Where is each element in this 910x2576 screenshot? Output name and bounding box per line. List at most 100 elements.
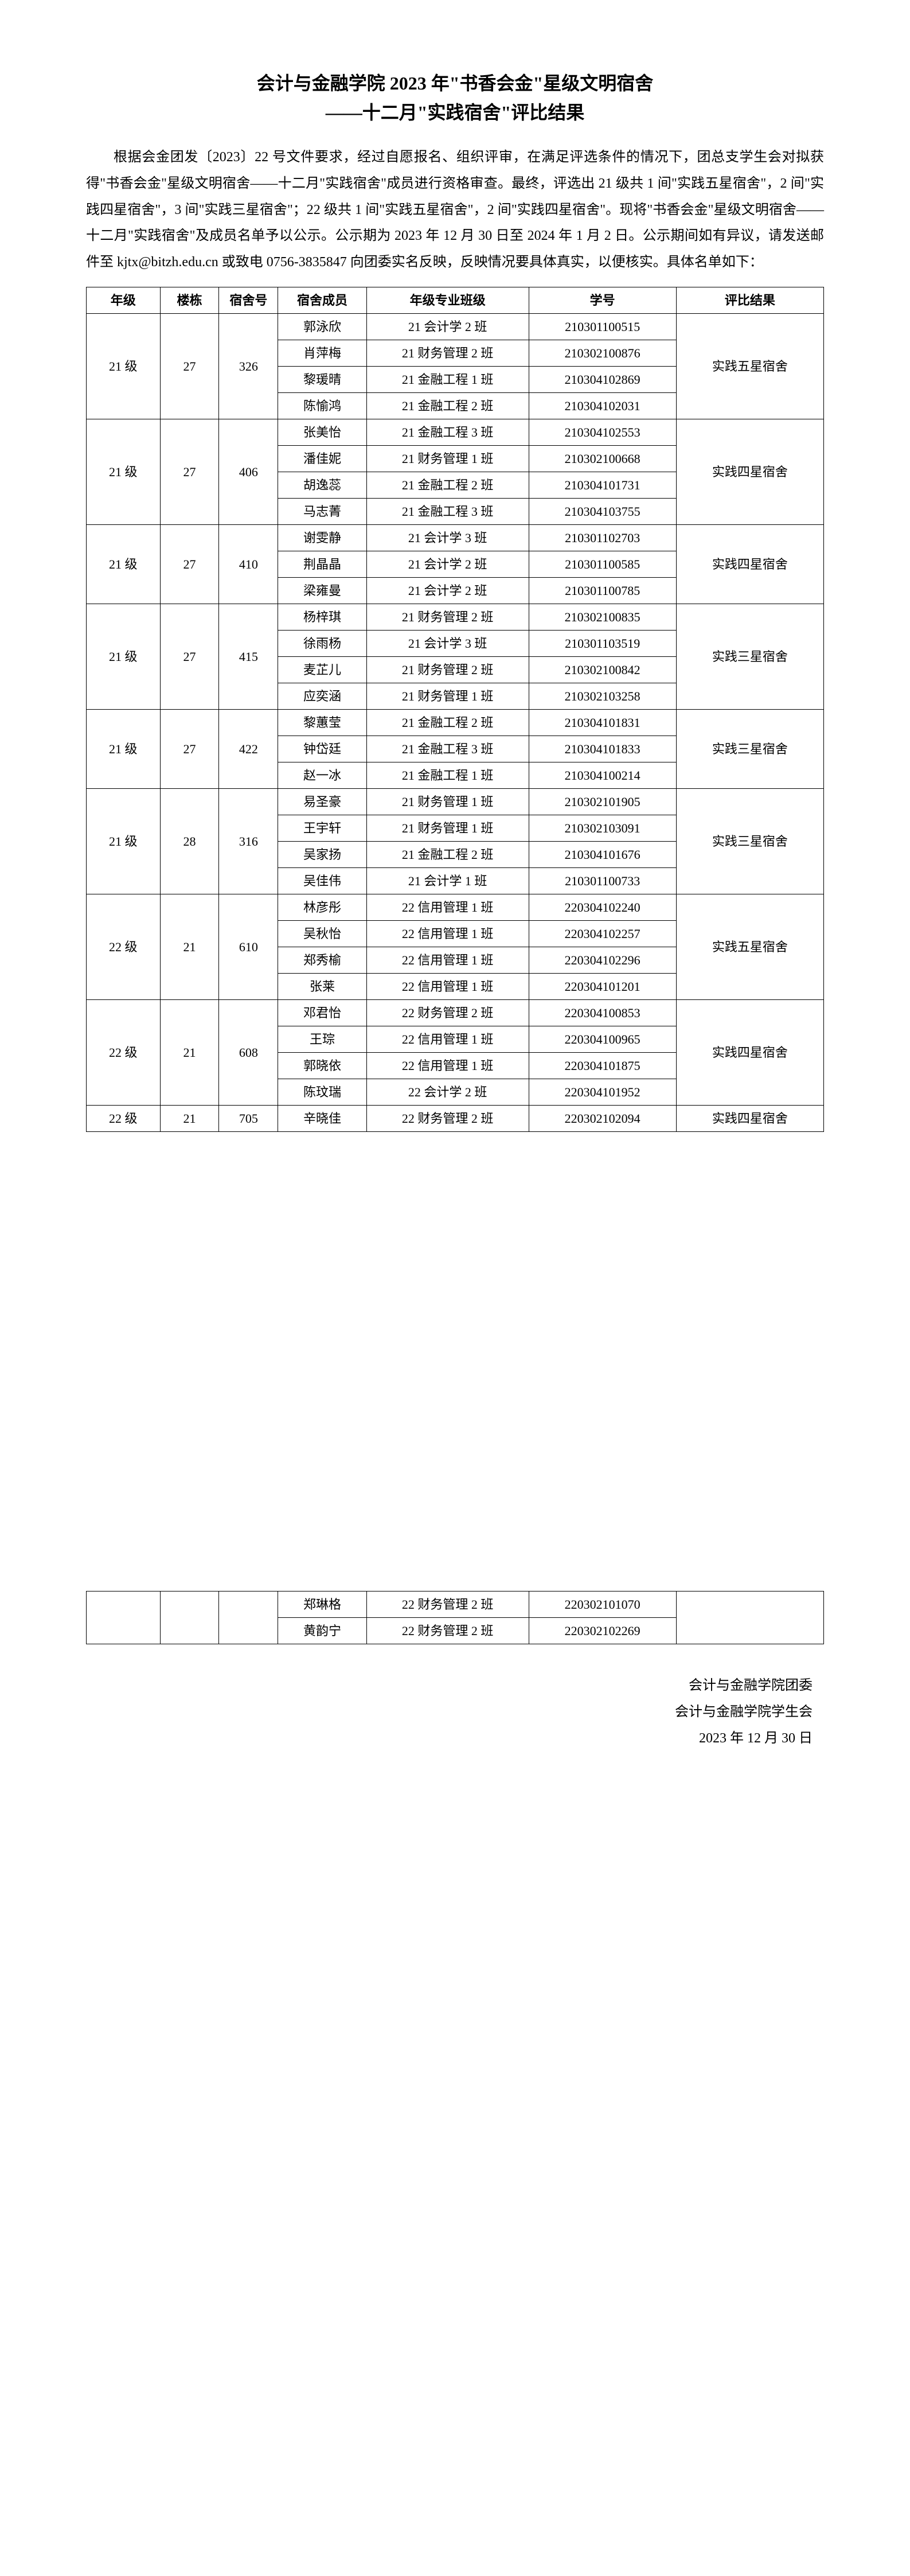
cell-id: 220302101070 <box>529 1591 676 1618</box>
cell-id: 210301100585 <box>529 551 676 578</box>
cell-id: 210302101905 <box>529 789 676 815</box>
cell-member: 王琮 <box>278 1026 366 1053</box>
table-row: 21 级27410谢雯静21 会计学 3 班210301102703实践四星宿舍 <box>87 525 824 551</box>
cell-member: 钟岱廷 <box>278 736 366 762</box>
cell-id: 220304102240 <box>529 894 676 921</box>
cell-id: 210304101831 <box>529 710 676 736</box>
results-table-page2: 郑琳格22 财务管理 2 班220302101070黄韵宁22 财务管理 2 班… <box>86 1591 824 1644</box>
cell-member: 谢雯静 <box>278 525 366 551</box>
results-table-page1: 年级 楼栋 宿舍号 宿舍成员 年级专业班级 学号 评比结果 21 级27326郭… <box>86 287 824 1132</box>
cell-member: 潘佳妮 <box>278 446 366 472</box>
cell-class: 21 会计学 3 班 <box>366 525 529 551</box>
cell-class: 22 会计学 2 班 <box>366 1079 529 1106</box>
cell-room: 705 <box>219 1106 278 1132</box>
cell-class: 21 会计学 1 班 <box>366 868 529 894</box>
cell-id: 210301100515 <box>529 314 676 340</box>
cell-result: 实践五星宿舍 <box>676 314 823 419</box>
sig-line-1: 会计与金融学院团委 <box>86 1673 813 1699</box>
cell-id: 220304100853 <box>529 1000 676 1026</box>
cell-id: 210302100876 <box>529 340 676 367</box>
cell-result: 实践四星宿舍 <box>676 419 823 525</box>
cell-id: 210301100785 <box>529 578 676 604</box>
col-result: 评比结果 <box>676 287 823 314</box>
cell-id: 210304101731 <box>529 472 676 499</box>
cell-grade: 21 级 <box>87 525 161 604</box>
cell-class: 21 财务管理 2 班 <box>366 657 529 683</box>
cell-grade: 22 级 <box>87 1000 161 1106</box>
cell-id: 210301103519 <box>529 631 676 657</box>
cell-class: 22 信用管理 1 班 <box>366 1053 529 1079</box>
cell-grade: 21 级 <box>87 604 161 710</box>
cell-id: 220304102296 <box>529 947 676 974</box>
cell-building: 27 <box>160 710 219 789</box>
cell-room: 316 <box>219 789 278 894</box>
cell-result: 实践四星宿舍 <box>676 1106 823 1132</box>
cell-result: 实践三星宿舍 <box>676 789 823 894</box>
cell-id: 210304102031 <box>529 393 676 419</box>
table-row: 郑琳格22 财务管理 2 班220302101070 <box>87 1591 824 1618</box>
cell-member: 胡逸蕊 <box>278 472 366 499</box>
cell-id: 210304101833 <box>529 736 676 762</box>
cell-class: 21 会计学 2 班 <box>366 314 529 340</box>
cell-class: 22 信用管理 1 班 <box>366 1026 529 1053</box>
cell-grade: 21 级 <box>87 314 161 419</box>
table-row: 22 级21608邓君怡22 财务管理 2 班220304100853实践四星宿… <box>87 1000 824 1026</box>
cell-room <box>219 1591 278 1644</box>
cell-class: 21 金融工程 2 班 <box>366 393 529 419</box>
table-row: 21 级27406张美怡21 金融工程 3 班210304102553实践四星宿… <box>87 419 824 446</box>
cell-member: 吴家扬 <box>278 842 366 868</box>
cell-id: 210304102869 <box>529 367 676 393</box>
col-room: 宿舍号 <box>219 287 278 314</box>
cell-class: 21 财务管理 1 班 <box>366 683 529 710</box>
cell-member: 郑琳格 <box>278 1591 366 1618</box>
cell-member: 杨梓琪 <box>278 604 366 631</box>
cell-class: 21 金融工程 1 班 <box>366 367 529 393</box>
cell-class: 21 金融工程 3 班 <box>366 736 529 762</box>
cell-member: 王宇轩 <box>278 815 366 842</box>
col-id: 学号 <box>529 287 676 314</box>
cell-class: 22 信用管理 1 班 <box>366 894 529 921</box>
cell-result: 实践四星宿舍 <box>676 525 823 604</box>
cell-grade: 22 级 <box>87 1106 161 1132</box>
table-row: 22 级21610林彦彤22 信用管理 1 班220304102240实践五星宿… <box>87 894 824 921</box>
cell-id: 210304101676 <box>529 842 676 868</box>
cell-id: 220302102094 <box>529 1106 676 1132</box>
col-grade: 年级 <box>87 287 161 314</box>
table-body-page2: 郑琳格22 财务管理 2 班220302101070黄韵宁22 财务管理 2 班… <box>87 1591 824 1644</box>
table-row: 21 级28316易圣豪21 财务管理 1 班210302101905实践三星宿… <box>87 789 824 815</box>
cell-id: 220304101875 <box>529 1053 676 1079</box>
cell-member: 肖萍梅 <box>278 340 366 367</box>
cell-grade: 21 级 <box>87 789 161 894</box>
cell-grade: 21 级 <box>87 710 161 789</box>
intro-paragraph: 根据会金团发〔2023〕22 号文件要求，经过自愿报名、组织评审，在满足评选条件… <box>86 145 824 275</box>
cell-result: 实践四星宿舍 <box>676 1000 823 1106</box>
cell-id: 210302100842 <box>529 657 676 683</box>
cell-member: 黎蕙莹 <box>278 710 366 736</box>
cell-member: 张美怡 <box>278 419 366 446</box>
cell-building: 27 <box>160 314 219 419</box>
sig-line-3: 2023 年 12 月 30 日 <box>86 1726 813 1752</box>
cell-class: 22 财务管理 2 班 <box>366 1591 529 1618</box>
cell-room: 406 <box>219 419 278 525</box>
cell-class: 21 财务管理 2 班 <box>366 340 529 367</box>
cell-building: 21 <box>160 894 219 1000</box>
cell-id: 220304102257 <box>529 921 676 947</box>
cell-member: 郭泳欣 <box>278 314 366 340</box>
cell-room: 326 <box>219 314 278 419</box>
cell-room: 610 <box>219 894 278 1000</box>
cell-result: 实践三星宿舍 <box>676 710 823 789</box>
cell-class: 21 金融工程 3 班 <box>366 499 529 525</box>
cell-id: 210302100668 <box>529 446 676 472</box>
cell-building: 21 <box>160 1000 219 1106</box>
cell-member: 马志菁 <box>278 499 366 525</box>
document-page: 会计与金融学院 2023 年"书香会金"星级文明宿舍 ——十二月"实践宿舍"评比… <box>0 0 910 1752</box>
cell-member: 吴秋怡 <box>278 921 366 947</box>
cell-id: 220302102269 <box>529 1618 676 1644</box>
cell-id: 210302103258 <box>529 683 676 710</box>
cell-member: 黎瑗晴 <box>278 367 366 393</box>
cell-member: 陈玟瑞 <box>278 1079 366 1106</box>
cell-room: 415 <box>219 604 278 710</box>
cell-member: 林彦彤 <box>278 894 366 921</box>
title-block: 会计与金融学院 2023 年"书香会金"星级文明宿舍 ——十二月"实践宿舍"评比… <box>86 69 824 127</box>
cell-room: 608 <box>219 1000 278 1106</box>
